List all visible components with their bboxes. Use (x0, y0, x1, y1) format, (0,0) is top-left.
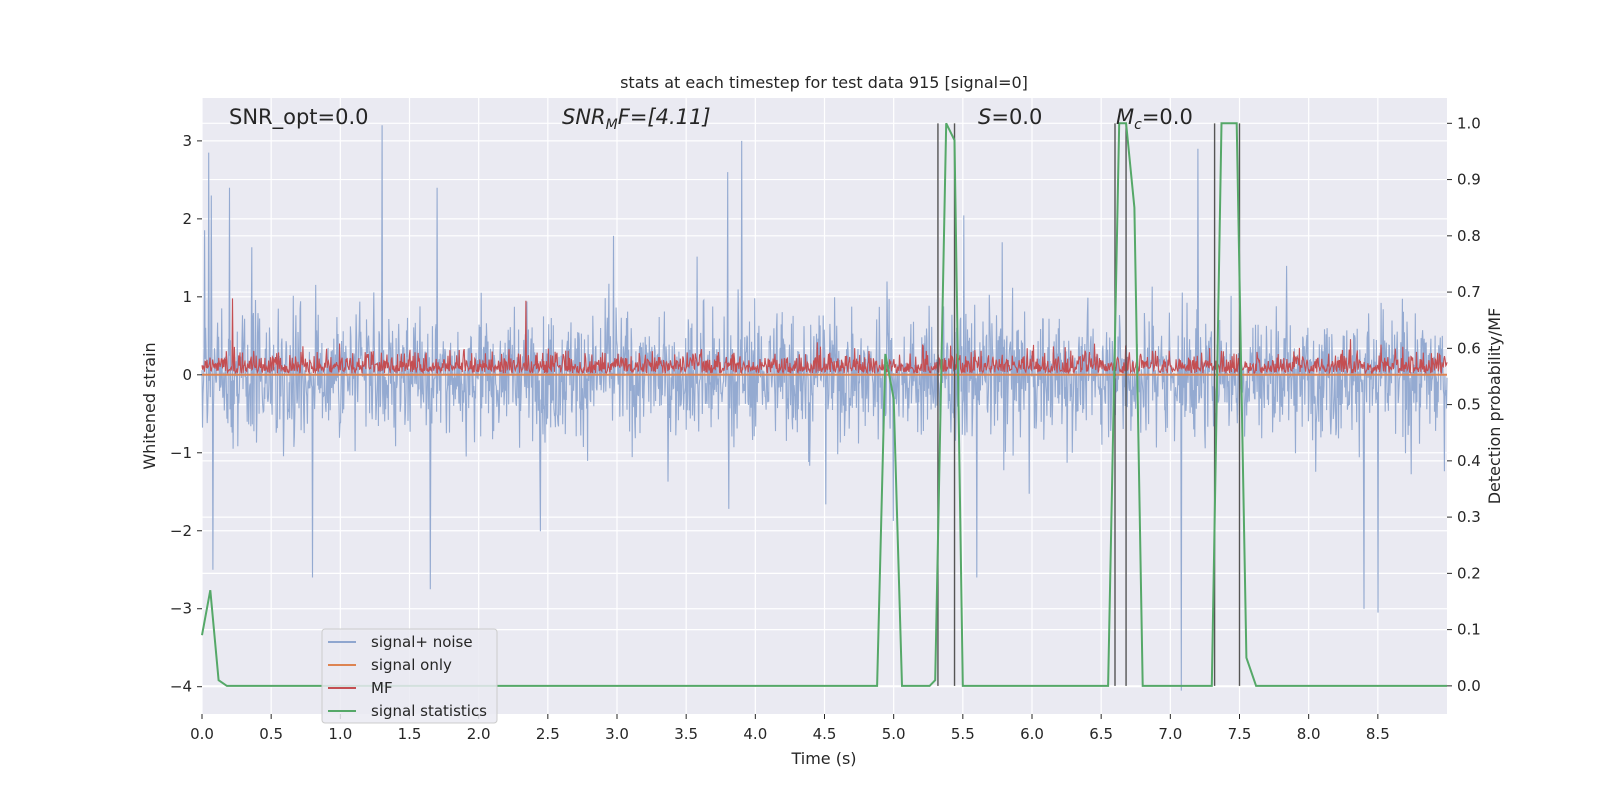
y-right-tick-label: 0.8 (1457, 227, 1481, 245)
y-left-tick-label: −2 (170, 522, 192, 540)
legend-label-mf: MF (371, 679, 393, 697)
x-tick-label: 1.0 (328, 725, 352, 743)
x-axis-label: Time (s) (790, 749, 856, 768)
y-right-tick-label: 0.3 (1457, 508, 1481, 526)
vertical-markers (937, 123, 1241, 686)
y-right-axis-label: Detection probability/MF (1485, 308, 1504, 505)
y-left-tick-label: −3 (170, 600, 192, 618)
y-right-tick-label: 0.7 (1457, 283, 1481, 301)
y-right-tick-label: 0.0 (1457, 677, 1481, 695)
y-right-tick-label: 0.2 (1457, 564, 1481, 582)
plot-area (201, 122, 1448, 691)
annotation-snr-mf: SNRMF=[4.11] (562, 105, 711, 133)
x-tick-label: 2.0 (467, 725, 491, 743)
y-right-axis-ticks: 0.0 0.1 0.2 0.3 0.4 0.5 0.6 0.7 0.8 0.9 1.0 (1447, 114, 1481, 695)
legend-box (321, 628, 498, 724)
legend: signal+ noise signal only MF signal stat… (321, 628, 498, 724)
x-axis-ticks: 0.0 0.5 1.0 1.5 2.0 2.5 3.0 3.5 4.0 4.5 5.0 5.5 6.0 6… (190, 714, 1390, 743)
y-left-tick-label: −4 (170, 678, 192, 696)
y-right-tick-label: 1.0 (1457, 114, 1481, 132)
signal-statistics-series (201, 122, 1447, 687)
x-tick-label: 0.5 (259, 725, 283, 743)
y-right-tick-label: 0.9 (1457, 171, 1481, 189)
annotation-s: S=0.0 (978, 105, 1042, 129)
y-right-tick-label: 0.1 (1457, 621, 1481, 639)
y-left-axis-label: Whitened strain (140, 342, 159, 469)
annotation-snr-opt: SNR_opt=0.0 (229, 105, 369, 130)
y-right-tick-label: 0.4 (1457, 452, 1481, 470)
x-tick-label: 6.0 (1020, 725, 1044, 743)
x-tick-label: 8.5 (1366, 725, 1390, 743)
legend-label-signal-only: signal only (371, 656, 452, 674)
y-left-tick-label: 1 (182, 288, 192, 306)
chart-title: stats at each timestep for test data 915… (620, 73, 1028, 92)
x-tick-label: 8.0 (1297, 725, 1321, 743)
y-left-tick-label: −1 (170, 444, 192, 462)
x-tick-label: 0.0 (190, 725, 214, 743)
y-left-tick-label: 0 (182, 366, 192, 384)
x-tick-label: 5.5 (951, 725, 975, 743)
y-left-tick-label: 3 (182, 132, 192, 150)
x-tick-label: 7.5 (1228, 725, 1252, 743)
annotation-mc: Mc=0.0 (1116, 105, 1193, 133)
x-tick-label: 4.5 (813, 725, 837, 743)
x-tick-label: 3.0 (605, 725, 629, 743)
x-tick-label: 3.5 (674, 725, 698, 743)
y-left-tick-label: 2 (182, 210, 192, 228)
x-tick-label: 2.5 (536, 725, 560, 743)
x-tick-label: 7.0 (1158, 725, 1182, 743)
legend-label-signal-noise: signal+ noise (371, 633, 473, 651)
y-right-tick-label: 0.6 (1457, 339, 1481, 357)
y-right-tick-label: 0.5 (1457, 396, 1481, 414)
x-tick-label: 4.0 (743, 725, 767, 743)
legend-label-signal-statistics: signal statistics (371, 702, 487, 720)
y-left-axis-ticks: −4 −3 −2 −1 0 1 2 3 (170, 132, 202, 696)
x-tick-label: 5.0 (882, 725, 906, 743)
x-tick-label: 1.5 (398, 725, 422, 743)
x-tick-label: 6.5 (1089, 725, 1113, 743)
